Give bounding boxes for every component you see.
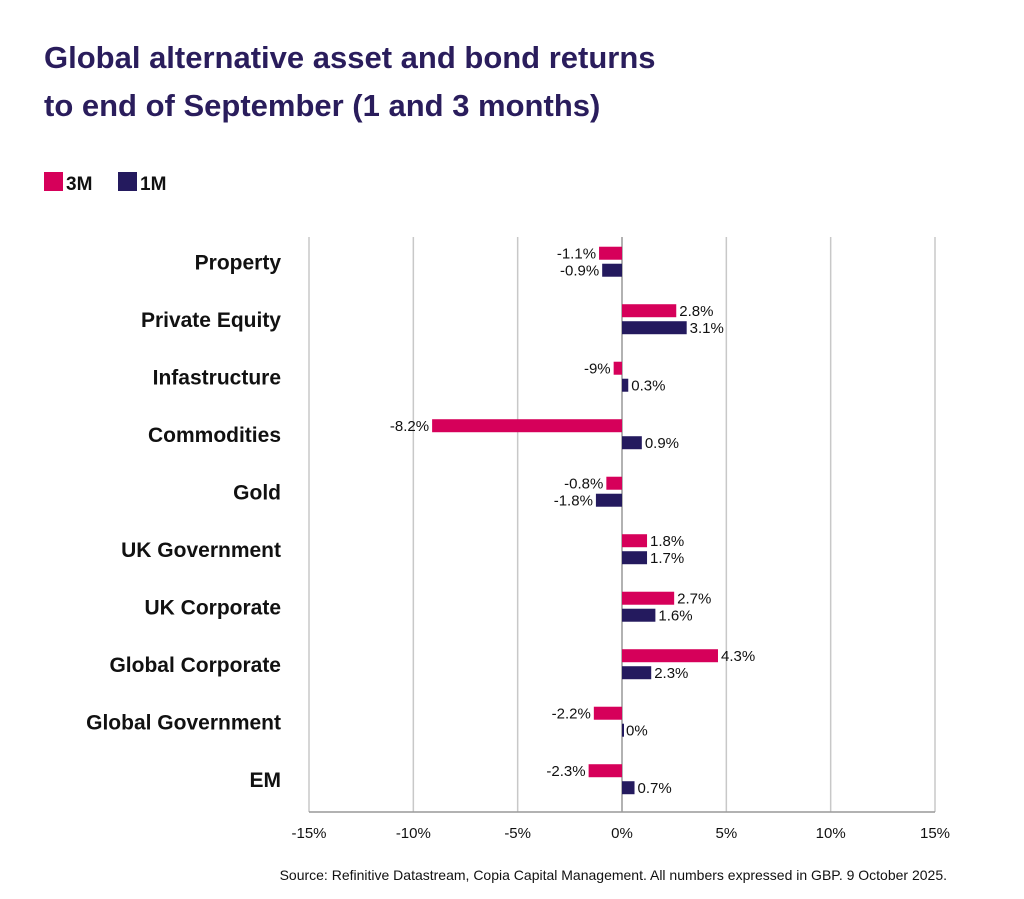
data-label-3m: 2.7%	[677, 591, 711, 608]
data-label-1m: 1.7%	[650, 550, 684, 567]
legend-label-3m: 3M	[66, 174, 92, 195]
chart-title: Global alternative asset and bond return…	[44, 34, 656, 130]
bar-3m	[622, 649, 718, 663]
x-tick-label: -10%	[396, 825, 431, 842]
category-label: Commodities	[148, 424, 281, 447]
category-label: Property	[195, 252, 282, 275]
bar-1m	[622, 321, 687, 335]
data-label-3m: -1.1%	[557, 246, 596, 263]
bar-3m	[622, 534, 648, 548]
bar-3m	[593, 706, 622, 720]
category-label: UK Corporate	[144, 597, 281, 620]
bar-3m	[622, 591, 675, 605]
data-label-3m: -2.3%	[546, 763, 585, 780]
data-label-1m: 0.9%	[645, 435, 679, 452]
data-label-1m: -0.9%	[560, 263, 599, 280]
bar-1m	[622, 723, 624, 737]
data-label-1m: 0.7%	[638, 780, 672, 797]
category-label: Private Equity	[141, 309, 281, 332]
category-label: UK Government	[121, 539, 281, 562]
category-label: Infastructure	[153, 367, 281, 390]
data-label-3m: 1.8%	[650, 533, 684, 550]
source-note: Source: Refinitive Datastream, Copia Cap…	[280, 867, 947, 883]
data-label-3m: -0.8%	[564, 476, 603, 493]
bar-1m	[622, 551, 648, 565]
chart-title-line-1: Global alternative asset and bond return…	[44, 40, 656, 75]
x-tick-label: 10%	[816, 825, 846, 842]
bar-1m	[622, 666, 652, 680]
data-label-3m: -8.2%	[390, 418, 429, 435]
bar-1m	[622, 378, 629, 392]
bar-3m	[613, 361, 622, 375]
category-label: Global Government	[86, 712, 281, 735]
bar-1m	[622, 436, 642, 450]
bar-3m	[588, 764, 622, 778]
bar-3m	[606, 476, 622, 490]
bar-1m	[602, 263, 622, 277]
bar-3m	[599, 246, 622, 260]
data-label-1m: 1.6%	[658, 608, 692, 625]
category-label: Gold	[233, 482, 281, 505]
category-label: EM	[250, 769, 282, 792]
data-label-1m: 2.3%	[654, 665, 688, 682]
data-label-1m: 3.1%	[690, 320, 724, 337]
data-label-3m: 2.8%	[679, 303, 713, 320]
data-label-1m: 0%	[626, 723, 648, 740]
bar-3m	[622, 304, 677, 318]
legend-swatch-1m	[118, 172, 137, 191]
data-label-3m: 4.3%	[721, 648, 755, 665]
data-label-3m: -2.2%	[552, 706, 591, 723]
bar-3m	[432, 419, 622, 433]
category-label: Global Corporate	[109, 654, 281, 677]
legend: 3M 1M	[44, 172, 166, 195]
legend-swatch-3m	[44, 172, 63, 191]
x-tick-label: 5%	[715, 825, 737, 842]
category-labels: Property Private Equity Infastructure Commo…	[86, 252, 282, 792]
x-tick-label: 0%	[611, 825, 633, 842]
legend-label-1m: 1M	[140, 174, 166, 195]
data-label-3m: -9%	[584, 361, 611, 378]
bar-1m	[622, 608, 656, 622]
x-axis-ticks: -15% -10% -5% 0% 5% 10% 15%	[291, 825, 950, 842]
bar-1m	[622, 781, 635, 795]
x-tick-label: -5%	[504, 825, 531, 842]
bar-1m	[595, 493, 622, 507]
chart-title-line-2: to end of September (1 and 3 months)	[44, 88, 601, 123]
x-tick-label: 15%	[920, 825, 950, 842]
x-tick-label: -15%	[291, 825, 326, 842]
bars: -1.1%-0.9%2.8%3.1%-9%0.3%-8.2%0.9%-0.8%-…	[390, 246, 755, 797]
data-label-1m: 0.3%	[631, 378, 665, 395]
data-label-1m: -1.8%	[554, 493, 593, 510]
